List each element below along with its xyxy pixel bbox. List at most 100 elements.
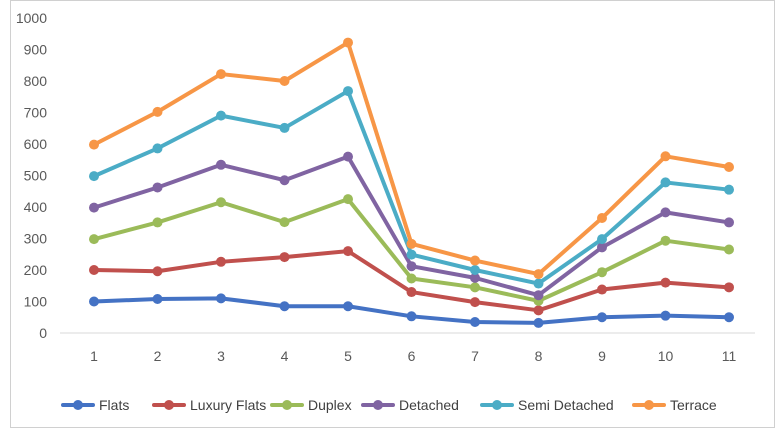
data-point	[533, 290, 544, 301]
series-flats	[89, 293, 734, 328]
y-tick-label: 800	[24, 73, 48, 89]
legend-label: Flats	[99, 397, 129, 413]
y-tick-label: 700	[24, 105, 48, 121]
data-point	[406, 238, 417, 249]
series-duplex	[89, 194, 734, 306]
data-point	[533, 269, 544, 280]
data-point	[89, 265, 99, 275]
data-point	[343, 301, 353, 312]
data-point	[216, 110, 226, 121]
data-point	[279, 301, 290, 312]
legend-label: Semi Detached	[518, 397, 614, 413]
y-tick-label: 300	[24, 231, 48, 247]
data-point	[470, 297, 480, 308]
legend-swatch-marker	[282, 400, 292, 410]
series-luxury-flats	[89, 246, 734, 316]
data-point	[470, 282, 480, 293]
legend-item: Duplex	[270, 397, 352, 413]
legend-label: Detached	[399, 397, 459, 413]
y-tick-label: 200	[24, 262, 48, 278]
data-point	[597, 312, 607, 323]
legend-item: Detached	[361, 397, 459, 413]
data-point	[660, 235, 671, 246]
data-point	[470, 272, 480, 283]
data-point	[597, 284, 607, 295]
data-point	[660, 207, 671, 218]
data-point	[279, 76, 290, 86]
legend-swatch-marker	[164, 400, 174, 410]
data-point	[343, 86, 353, 97]
data-point	[279, 252, 290, 263]
data-point	[597, 234, 607, 245]
data-point	[89, 139, 99, 150]
data-point	[724, 184, 734, 195]
data-point	[470, 255, 480, 266]
data-point	[406, 287, 417, 298]
y-tick-label: 1000	[16, 10, 47, 26]
legend-label: Terrace	[670, 397, 717, 413]
x-tick-label: 8	[535, 348, 543, 364]
legend-item: Flats	[61, 397, 129, 413]
data-point	[597, 267, 607, 278]
data-point	[724, 312, 734, 323]
data-point	[470, 265, 480, 275]
data-point	[724, 282, 734, 293]
y-tick-label: 900	[24, 42, 48, 58]
data-point	[152, 182, 163, 193]
x-tick-label: 3	[217, 348, 225, 364]
data-point	[406, 249, 417, 260]
data-point	[216, 256, 226, 267]
data-point	[597, 242, 607, 253]
data-point	[343, 37, 353, 48]
data-point	[152, 266, 163, 277]
data-point	[89, 171, 99, 182]
legend: Flats Luxury Flats Duplex Detached Semi Deta…	[61, 397, 717, 413]
series-detached	[89, 151, 734, 301]
data-point	[597, 213, 607, 224]
x-tick-label: 9	[598, 348, 606, 364]
x-tick-label: 6	[408, 348, 416, 364]
data-point	[406, 311, 417, 322]
data-point	[343, 246, 353, 257]
data-point	[406, 261, 417, 272]
data-point	[343, 151, 353, 162]
data-point	[660, 277, 671, 288]
x-tick-label: 10	[658, 348, 674, 364]
legend-swatch-marker	[373, 400, 383, 410]
y-tick-label: 400	[24, 199, 48, 215]
legend-item: Luxury Flats	[152, 397, 266, 413]
data-point	[660, 151, 671, 162]
series-layer	[89, 37, 734, 328]
y-tick-label: 600	[24, 136, 48, 152]
data-point	[89, 234, 99, 245]
x-tick-label: 5	[344, 348, 352, 364]
series-semi-detached	[89, 86, 734, 289]
x-tick-label: 2	[154, 348, 162, 364]
legend-swatch-marker	[492, 400, 502, 410]
y-tick-label: 500	[24, 168, 48, 184]
data-point	[89, 296, 99, 307]
legend-swatch-marker	[644, 400, 654, 410]
data-point	[216, 293, 226, 304]
x-tick-label: 11	[722, 348, 737, 364]
data-point	[724, 161, 734, 172]
data-point	[660, 310, 671, 321]
data-point	[660, 177, 671, 188]
data-point	[152, 217, 163, 228]
data-point	[724, 244, 734, 255]
data-point	[533, 278, 544, 289]
x-tick-label: 1	[90, 348, 98, 364]
y-axis-tick-labels: 0 100 200 300 400 500 600 700 800 900 1000	[16, 10, 47, 341]
data-point	[152, 143, 163, 154]
legend-swatch-marker	[73, 400, 83, 410]
data-point	[216, 159, 226, 170]
data-point	[216, 69, 226, 80]
legend-label: Luxury Flats	[190, 397, 266, 413]
data-point	[406, 273, 417, 284]
data-point	[216, 197, 226, 208]
y-tick-label: 100	[24, 294, 48, 310]
data-point	[533, 305, 544, 316]
x-tick-label: 4	[281, 348, 289, 364]
data-point	[724, 217, 734, 228]
